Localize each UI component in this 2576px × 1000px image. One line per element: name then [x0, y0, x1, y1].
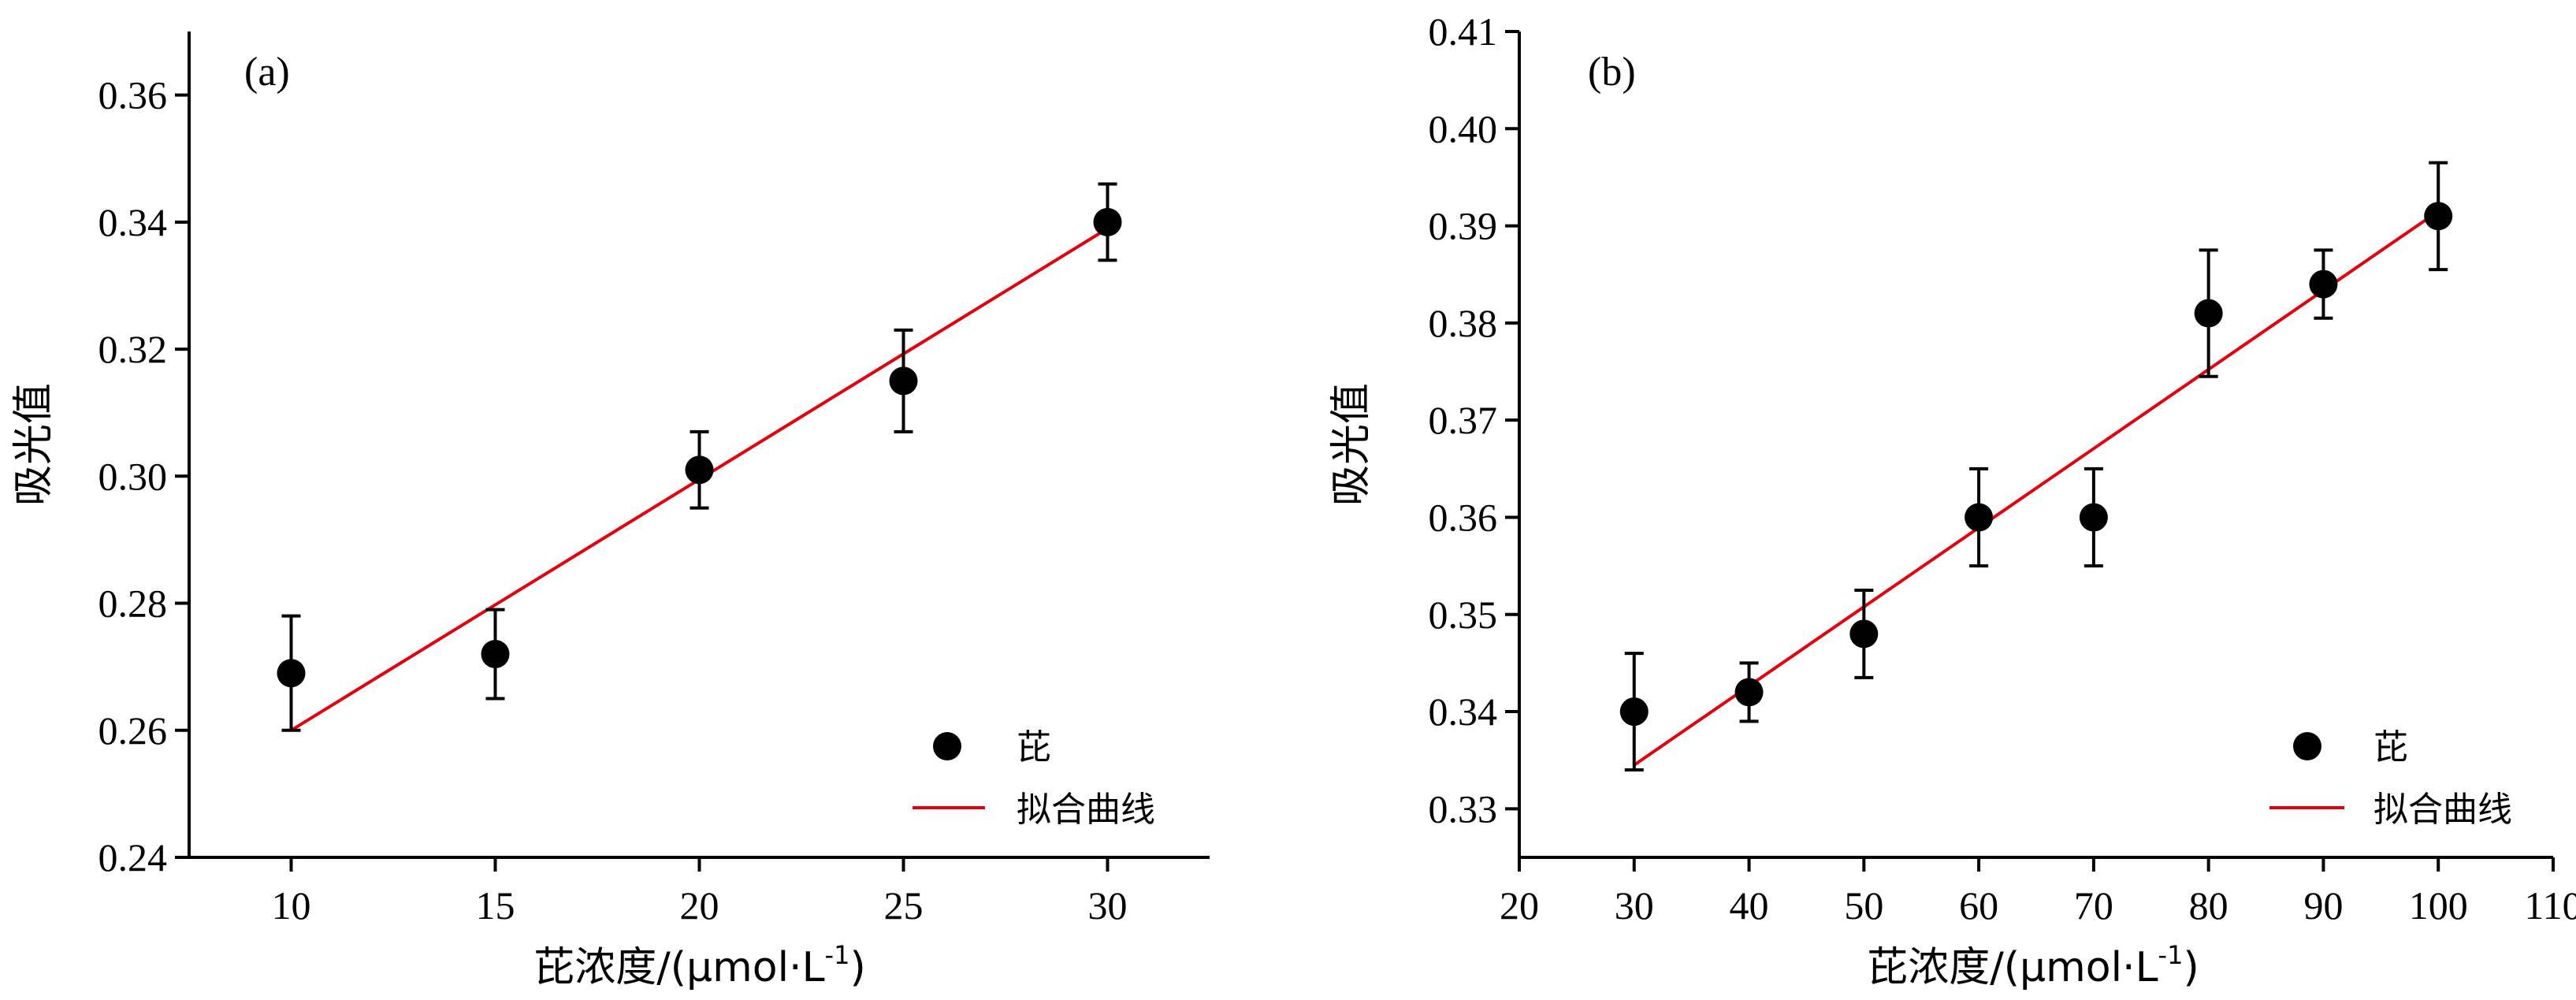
- x-tick-label: 30: [1615, 883, 1654, 928]
- x-tick-label: 60: [1959, 883, 1998, 928]
- data-point: [277, 659, 306, 688]
- x-tick-label: 20: [680, 883, 719, 928]
- x-axis-title-superscript: -1: [2158, 940, 2184, 970]
- y-tick-label: 0.36: [99, 73, 168, 117]
- x-tick-label: 30: [1088, 883, 1128, 928]
- x-axis-title-main: 芘浓度/(μmol·L: [533, 944, 824, 991]
- data-point: [2309, 270, 2338, 299]
- panel-label: (b): [1588, 50, 1636, 95]
- data-point: [1093, 207, 1122, 236]
- y-tick-label: 0.37: [1429, 398, 1498, 442]
- data-point: [481, 640, 510, 669]
- chart-panel-b: 0.33 0.34 0.35 0.36 0.37 0.38 0.39 0.40 0.41 20 30…: [1328, 9, 2576, 991]
- x-tick-label: 70: [2074, 883, 2113, 928]
- data-point: [685, 455, 714, 485]
- x-axis-title-main: 芘浓度/(μmol·L: [1867, 944, 2158, 991]
- y-tick-label: 0.35: [1429, 593, 1498, 637]
- x-tick-label: 90: [2303, 883, 2343, 928]
- x-axis-title-end: ): [849, 944, 865, 991]
- y-tick-label: 0.39: [1429, 204, 1498, 248]
- y-tick-label: 0.36: [1429, 495, 1498, 539]
- y-tick-label: 0.28: [99, 582, 168, 626]
- legend-marker-series: [2293, 732, 2321, 760]
- y-axis-title: 吸光值: [10, 383, 58, 506]
- data-point: [1965, 503, 1994, 532]
- data-point: [889, 366, 918, 396]
- x-axis-title-superscript: -1: [825, 940, 850, 970]
- y-tick-label: 0.26: [99, 708, 168, 753]
- y-tick-label: 0.34: [1429, 690, 1498, 734]
- legend-label-fit: 拟合曲线: [1017, 790, 1155, 830]
- legend-label-series: 芘: [1017, 727, 1051, 768]
- y-tick-label: 0.33: [1429, 786, 1498, 831]
- x-tick-label: 100: [2409, 883, 2468, 928]
- chart-panel-a: 0.24 0.26 0.28 0.30 0.32 0.34 0.36 10 15 20 25 30 吸光…: [10, 32, 1210, 991]
- legend-label-series: 芘: [2373, 727, 2408, 768]
- data-point: [1849, 619, 1879, 649]
- x-tick-label: 80: [2189, 883, 2228, 928]
- legend-marker-series: [933, 732, 961, 760]
- y-tick-label: 0.41: [1429, 9, 1498, 54]
- x-tick-label: 20: [1500, 883, 1539, 928]
- y-tick-label: 0.38: [1429, 301, 1498, 345]
- x-tick-label: 110: [2524, 883, 2576, 928]
- y-tick-label: 0.40: [1429, 106, 1498, 151]
- x-axis-title-end: ): [2183, 944, 2199, 991]
- y-axis-title: 吸光值: [1328, 383, 1375, 506]
- x-tick-label: 40: [1730, 883, 1769, 928]
- x-tick-label: 50: [1844, 883, 1883, 928]
- x-axis-title: 芘浓度/(μmol·L-1): [533, 940, 866, 991]
- data-point: [2079, 503, 2108, 532]
- x-tick-label: 15: [476, 883, 515, 928]
- x-tick-label: 10: [272, 883, 311, 928]
- y-tick-label: 0.32: [99, 327, 168, 371]
- y-tick-label: 0.30: [99, 454, 168, 498]
- data-point: [1619, 697, 1649, 727]
- legend-label-fit: 拟合曲线: [2373, 790, 2512, 830]
- x-axis-title: 芘浓度/(μmol·L-1): [1867, 940, 2199, 991]
- data-point: [2194, 299, 2223, 328]
- fit-line: [1633, 210, 2440, 767]
- data-point: [2424, 202, 2453, 231]
- panel-label: (a): [244, 50, 290, 95]
- x-tick-label: 25: [884, 883, 924, 928]
- data-point: [1734, 678, 1764, 707]
- y-tick-label: 0.24: [99, 835, 168, 879]
- y-tick-label: 0.34: [99, 200, 168, 244]
